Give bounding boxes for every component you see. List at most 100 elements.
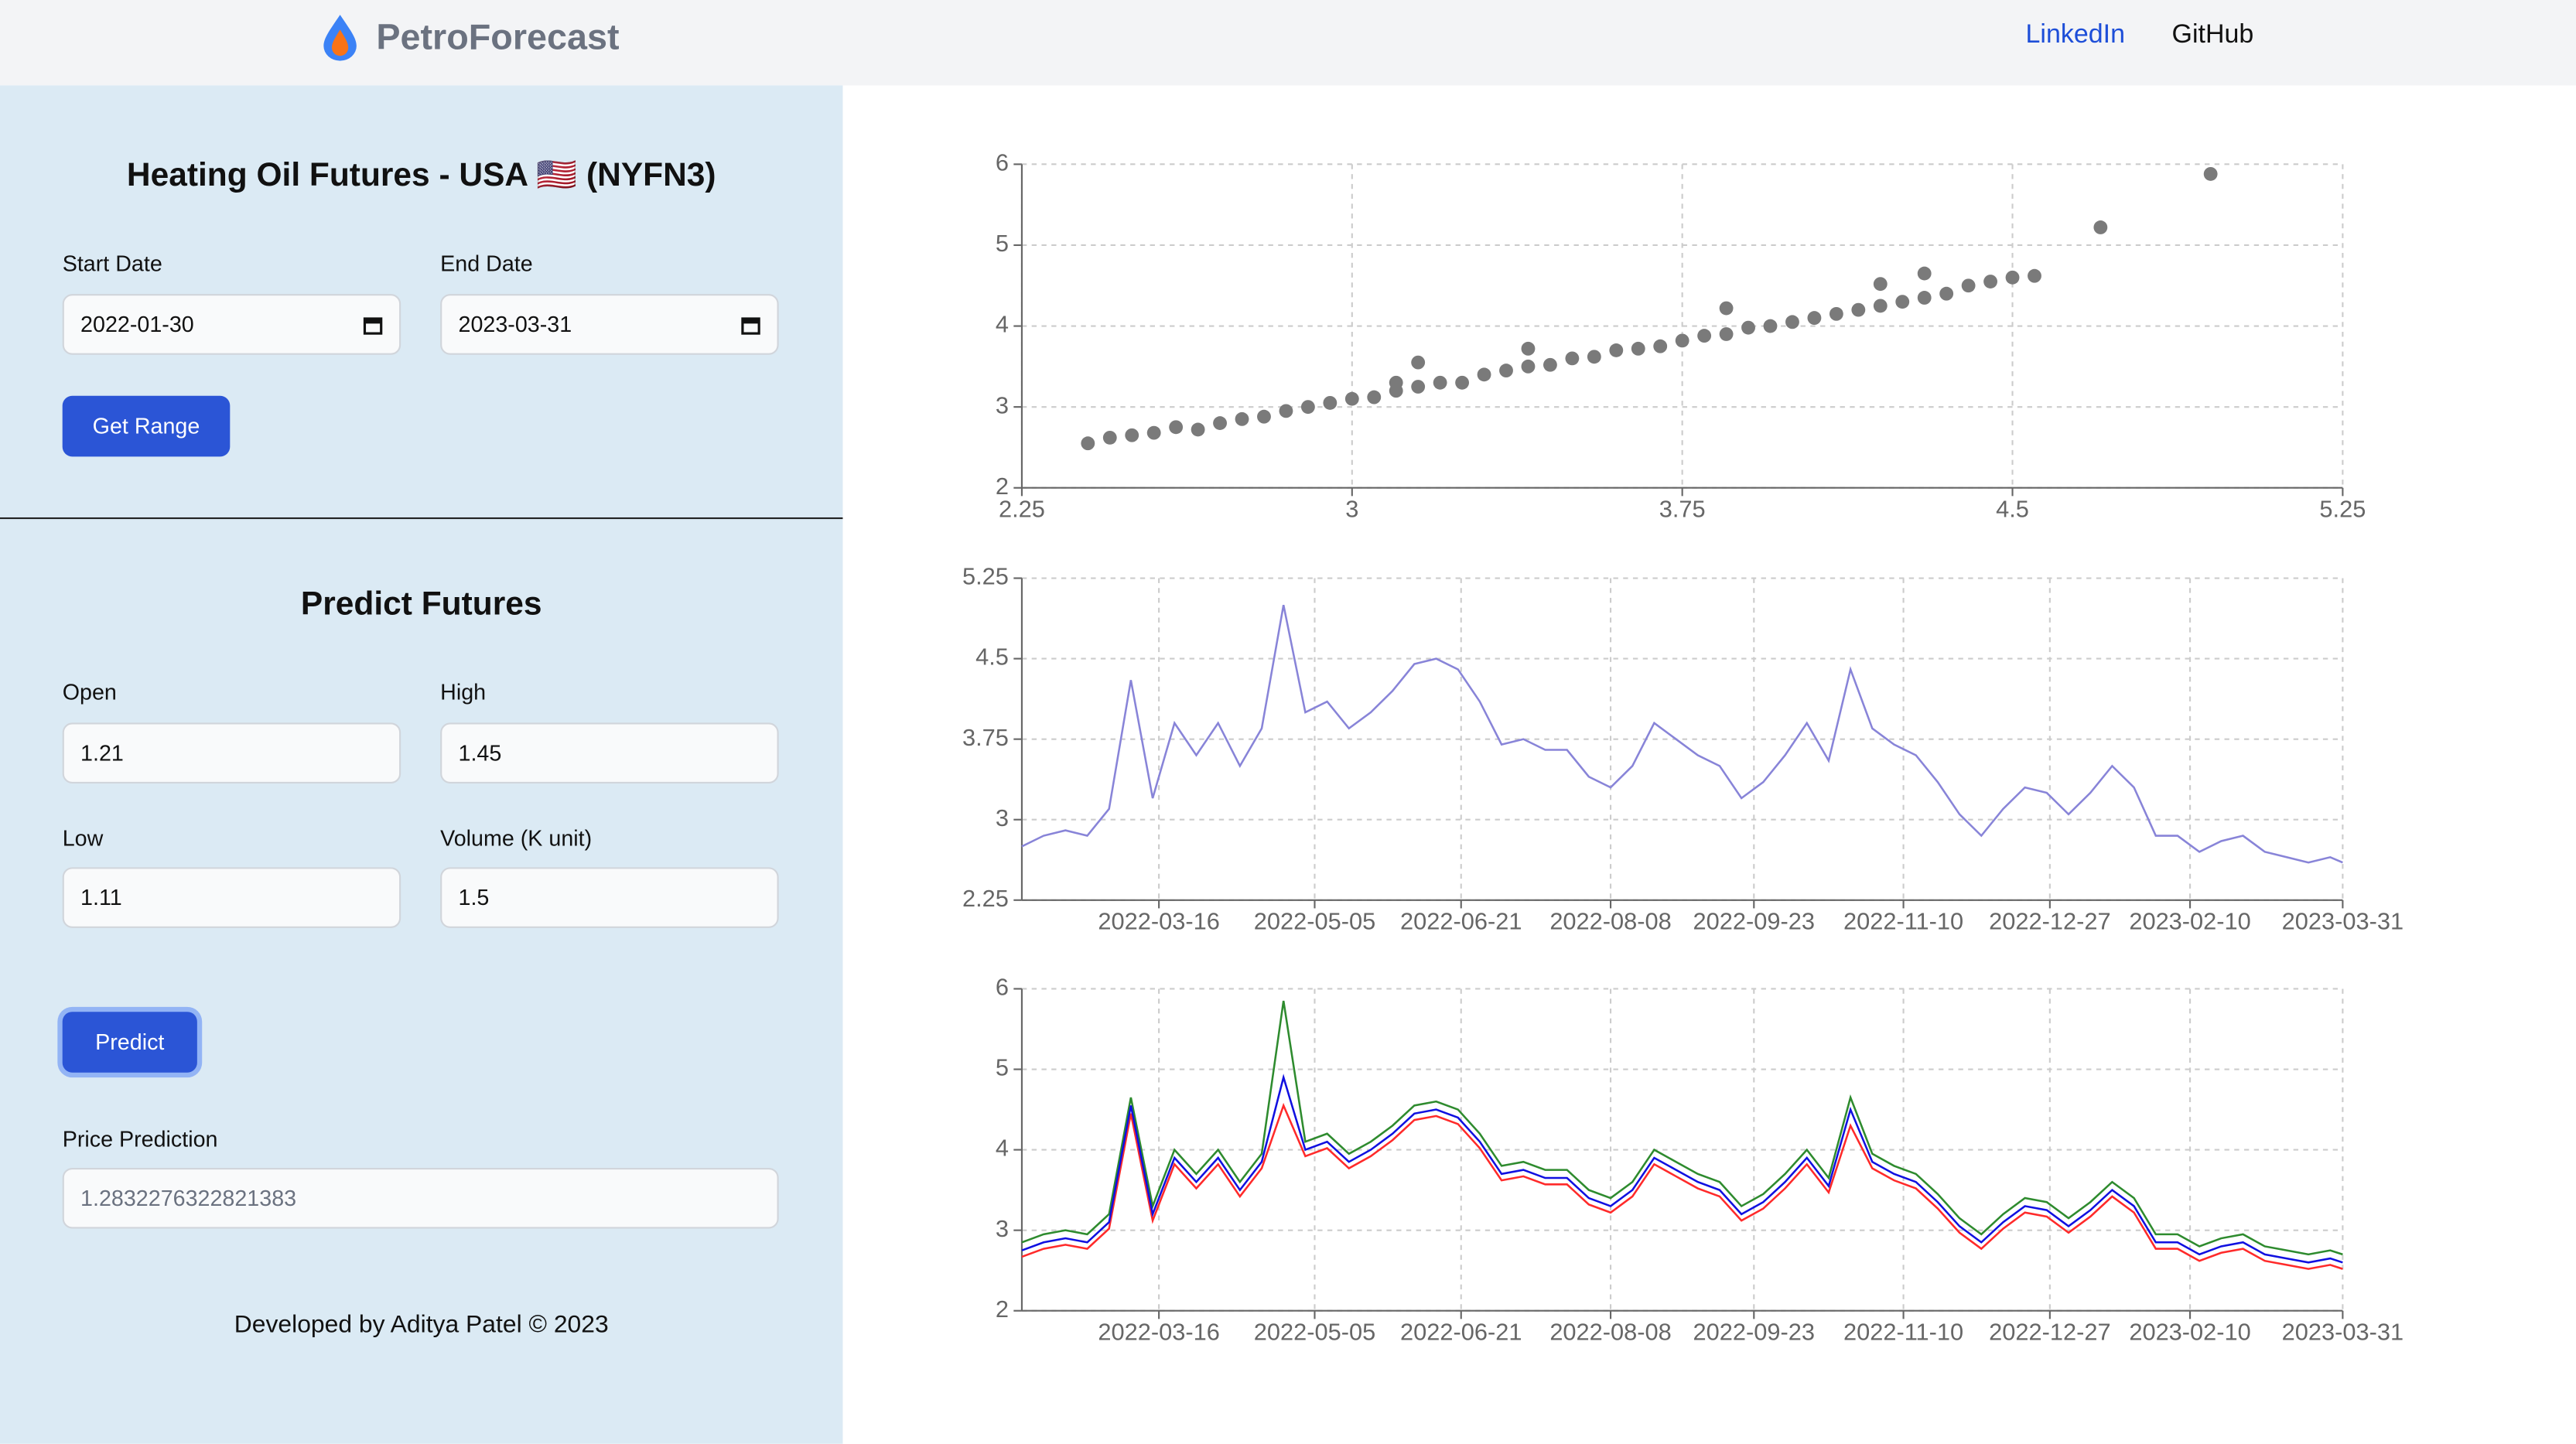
x-tick-label: 2022-06-21	[1400, 908, 1522, 935]
text-input[interactable]: 1.11	[62, 867, 401, 928]
x-tick-label: 5.25	[2319, 496, 2366, 523]
scatter-point	[1697, 329, 1712, 343]
x-tick-label: 2022-12-27	[1989, 1319, 2110, 1346]
field-label: High	[440, 680, 487, 705]
x-tick-label: 2022-06-21	[1400, 1319, 1522, 1346]
scatter-point	[1146, 425, 1161, 440]
y-tick-label: 4	[996, 1135, 1009, 1162]
scatter-point	[1917, 291, 1932, 305]
logo	[323, 15, 357, 61]
scatter-point	[1829, 306, 1843, 321]
scatter-point	[1411, 380, 1426, 394]
text-input[interactable]: 1.45	[440, 722, 779, 784]
x-tick-label: 2022-03-16	[1098, 908, 1219, 935]
nav-link[interactable]: LinkedIn	[2025, 21, 2126, 49]
series-line	[1021, 1102, 2343, 1270]
scatter-point	[1719, 327, 1734, 341]
scatter-point	[1367, 390, 1382, 405]
date-input[interactable]: 2023-03-31	[440, 294, 779, 355]
scatter-point	[1873, 299, 1888, 313]
x-tick-label: 4.5	[1996, 496, 2029, 523]
series-line	[1021, 604, 2343, 864]
x-tick-label: 2023-03-31	[2282, 908, 2403, 935]
series-line	[1021, 1000, 2343, 1256]
scatter-point	[1961, 278, 1976, 293]
y-tick-label: 6	[996, 974, 1009, 1001]
y-tick-label: 4.5	[975, 643, 1009, 671]
scatter-point	[1169, 420, 1184, 435]
field-label: Volume (K unit)	[440, 826, 593, 852]
nav-link[interactable]: GitHub	[2171, 21, 2254, 49]
scatter-point	[1433, 375, 1447, 390]
scatter-point	[1895, 295, 1910, 309]
predict-title: Predict Futures	[300, 586, 542, 623]
x-tick-label: 3.75	[1659, 496, 1706, 523]
x-tick-label: 2023-03-31	[2282, 1319, 2403, 1346]
calendar-icon	[363, 317, 383, 335]
scatter-point	[1587, 350, 1601, 364]
brand[interactable]: PetroForecast	[376, 16, 620, 58]
scatter-point	[1763, 319, 1778, 333]
scatter-point	[1191, 422, 1205, 437]
x-tick-label: 2022-09-23	[1693, 908, 1815, 935]
scatter-point	[1565, 351, 1580, 366]
text-input[interactable]: 1.5	[440, 867, 779, 928]
y-tick-label: 2.25	[962, 885, 1009, 912]
field-label: Start Date	[62, 251, 162, 276]
scatter-point	[1653, 339, 1668, 353]
scatter-point	[1125, 428, 1139, 442]
scatter-point	[1917, 266, 1932, 281]
y-tick-label: 3	[996, 804, 1009, 831]
input-value: 2023-03-31	[458, 312, 572, 337]
scatter-point	[1719, 301, 1734, 316]
x-tick-label: 2.25	[999, 496, 1045, 523]
x-tick-label: 2023-02-10	[2129, 908, 2250, 935]
x-tick-label: 3	[1345, 496, 1358, 523]
predict-button[interactable]: Predict	[62, 1012, 197, 1073]
y-tick-label: 2	[996, 473, 1009, 500]
y-tick-label: 6	[996, 149, 1009, 176]
x-tick-label: 2022-08-08	[1549, 908, 1671, 935]
date-input[interactable]: 2022-01-30	[62, 294, 401, 355]
x-tick-label: 2022-12-27	[1989, 908, 2110, 935]
x-tick-label: 2022-03-16	[1098, 1319, 1219, 1346]
scatter-point	[2203, 167, 2218, 181]
y-tick-label: 2	[996, 1296, 1009, 1323]
scatter-point	[1344, 391, 1359, 406]
x-tick-label: 2023-02-10	[2129, 1319, 2250, 1346]
scatter-point	[1675, 333, 1689, 348]
y-tick-label: 5	[996, 1054, 1009, 1081]
footer: Developed by Aditya Patel © 2023	[234, 1310, 609, 1339]
scatter-point	[2028, 268, 2041, 283]
y-tick-label: 3	[996, 1215, 1009, 1242]
scatter-point	[1300, 400, 1315, 415]
field-label: Low	[62, 826, 104, 852]
series-line	[1021, 1074, 2343, 1264]
field-label: Price Prediction	[62, 1126, 218, 1152]
y-tick-label: 3	[996, 391, 1009, 418]
scatter-point	[2005, 270, 2020, 285]
scatter-point	[1081, 436, 1095, 451]
x-tick-label: 2022-05-05	[1254, 908, 1375, 935]
y-tick-label: 5.25	[962, 563, 1009, 590]
input-value: 2022-01-30	[80, 312, 194, 337]
scatter-point	[1631, 341, 1645, 356]
scatter-point	[1455, 375, 1470, 390]
scatter-point	[1279, 404, 1293, 418]
get-range-button[interactable]: Get Range	[62, 395, 231, 457]
range-title: Heating Oil Futures - USA 🇺🇸 (NYFN3)	[126, 157, 716, 194]
scatter-point	[1411, 355, 1426, 370]
calendar-icon	[741, 317, 760, 335]
scatter-point	[1213, 416, 1227, 430]
scatter-point	[1257, 409, 1271, 424]
scatter-point	[1499, 364, 1513, 377]
header: PetroForecast LinkedIn GitHub	[0, 0, 2576, 86]
scatter-point	[1543, 357, 1557, 372]
text-input[interactable]: 1.21	[62, 722, 401, 784]
field-label: Open	[62, 680, 117, 705]
scatter-point	[1235, 411, 1249, 426]
scatter-point	[1389, 375, 1403, 390]
scatter-point	[1851, 302, 1866, 317]
